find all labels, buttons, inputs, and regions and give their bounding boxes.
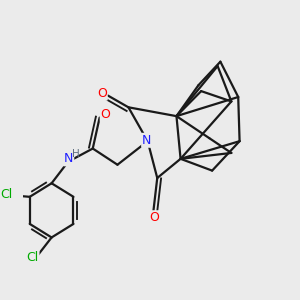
Text: N: N bbox=[64, 152, 73, 165]
Text: N: N bbox=[142, 134, 152, 147]
Text: O: O bbox=[150, 211, 159, 224]
Text: Cl: Cl bbox=[0, 188, 13, 201]
Text: O: O bbox=[101, 108, 111, 121]
Text: O: O bbox=[97, 87, 107, 100]
Text: H: H bbox=[72, 148, 80, 158]
Text: Cl: Cl bbox=[26, 251, 38, 264]
